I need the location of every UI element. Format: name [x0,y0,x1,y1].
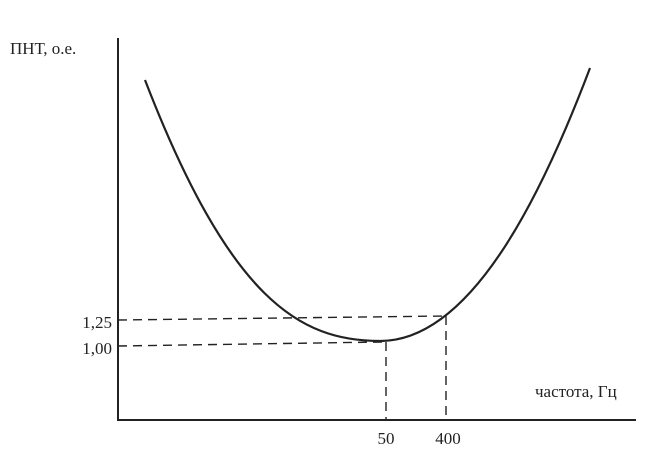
x-axis-label: частота, Гц [535,382,617,401]
y-mark-label: 1,00 [82,339,112,358]
curve [143,67,592,343]
guide-lines [117,315,447,420]
y-mark-label: 1,25 [82,313,112,332]
y-axis-label: ПНТ, о.е. [10,39,76,58]
x-mark-label: 400 [435,429,461,448]
guide-line [117,315,447,321]
x-mark-label: 50 [378,429,395,448]
guide-line [117,341,383,347]
